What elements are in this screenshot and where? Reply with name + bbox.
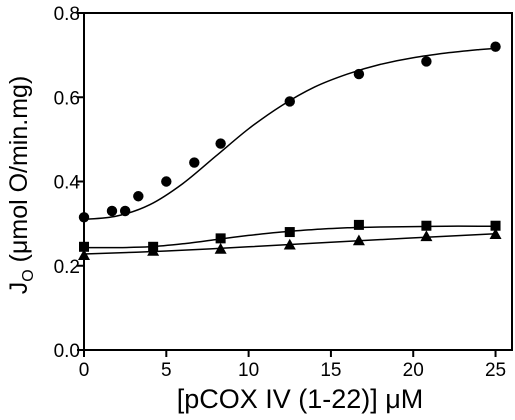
data-point-square <box>421 220 432 231</box>
x-tick-label: 5 <box>161 360 172 381</box>
y-axis-title-main: J <box>5 282 33 295</box>
x-tick-label: 10 <box>238 360 259 381</box>
x-tick-label: 15 <box>320 360 341 381</box>
fit-curve-circle <box>83 47 496 221</box>
data-point-triangle <box>214 242 227 254</box>
y-tick-label: 0.0 <box>54 341 80 362</box>
data-point-circle <box>189 157 200 168</box>
fit-curves <box>83 47 496 255</box>
y-tick-label: 0.2 <box>54 257 80 278</box>
y-axis-title: JO (μmol O/min.mg) <box>5 76 37 295</box>
data-point-circle <box>490 41 501 52</box>
y-axis-ticks: 0.0 0.2 0.4 0.6 0.8 <box>54 4 84 362</box>
x-tick-label: 25 <box>485 360 506 381</box>
data-point-square <box>353 219 364 230</box>
x-tick-label: 20 <box>403 360 424 381</box>
data-point-square <box>215 233 226 244</box>
y-axis-title-subscript: O <box>20 269 37 281</box>
data-point-circle <box>119 205 131 217</box>
data-point-circle <box>215 138 226 149</box>
data-point-triangle <box>352 234 365 246</box>
data-points <box>78 41 502 261</box>
y-tick-label: 0.8 <box>54 4 80 25</box>
x-axis-ticks: 0 5 10 15 20 25 <box>79 350 506 381</box>
data-point-triangle <box>147 245 160 256</box>
data-point-circle <box>78 212 90 223</box>
data-point-circle <box>284 96 295 107</box>
data-point-square <box>79 241 89 252</box>
data-point-triangle <box>489 228 502 239</box>
plot-frame <box>83 12 513 351</box>
data-point-square <box>284 227 295 238</box>
plot-border <box>83 12 513 351</box>
x-axis-title: [pCOX IV (1-22)] μM <box>177 384 424 414</box>
data-point-circle <box>421 56 432 67</box>
y-tick-label: 0.4 <box>54 173 81 194</box>
data-point-triangle <box>420 230 433 242</box>
data-point-circle <box>353 68 365 80</box>
y-axis-title-rest: (μmol O/min.mg) <box>5 76 33 270</box>
data-point-circle <box>133 191 144 202</box>
x-tick-label: 0 <box>79 360 90 381</box>
data-point-square <box>490 220 501 231</box>
data-point-circle <box>106 205 118 217</box>
data-point-triangle <box>283 238 296 250</box>
data-point-triangle <box>78 249 90 261</box>
y-tick-label: 0.6 <box>54 88 80 109</box>
data-point-circle <box>161 176 172 187</box>
